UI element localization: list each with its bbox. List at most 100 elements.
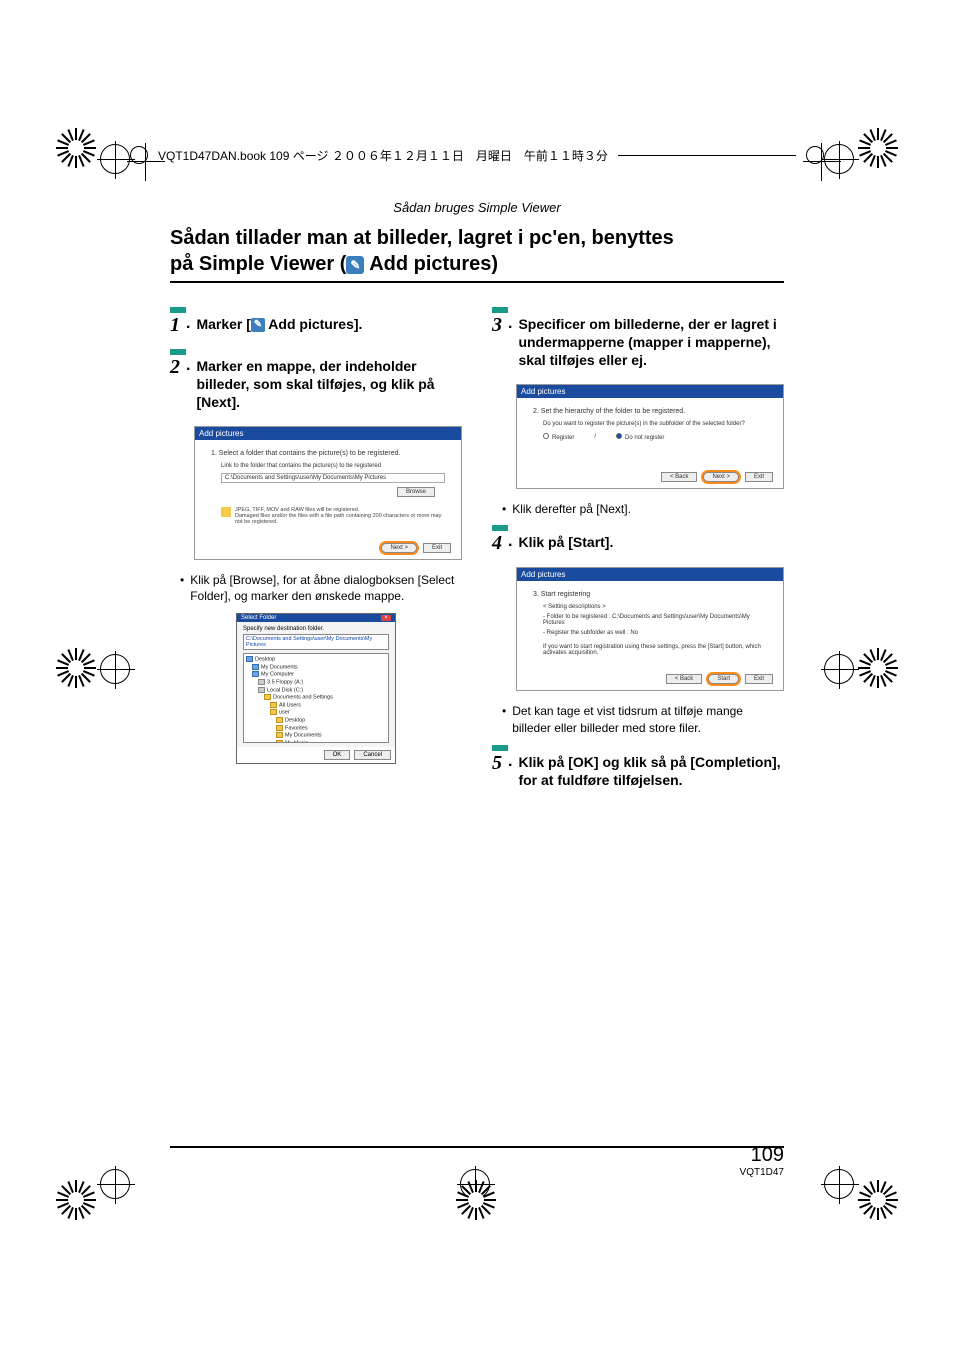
exit-button[interactable]: Exit bbox=[423, 543, 451, 553]
bullet-dot: • bbox=[180, 572, 184, 606]
title-line2-pre: på Simple Viewer ( bbox=[170, 253, 346, 275]
dialog-question: Do you want to register the picture(s) i… bbox=[543, 421, 767, 427]
back-button[interactable]: < Back bbox=[666, 674, 703, 684]
bullet-text: Klik på [Browse], for at åbne dialogboks… bbox=[190, 572, 462, 606]
step-marker bbox=[492, 745, 508, 751]
bullet-dot: • bbox=[502, 501, 506, 518]
step-dot: . bbox=[508, 533, 512, 551]
bullet-text: Klik derefter på [Next]. bbox=[512, 501, 631, 518]
exit-button[interactable]: Exit bbox=[745, 674, 773, 684]
crosshair-mark bbox=[824, 1169, 854, 1204]
warning-text: JPEG, TIFF, MOV and RAW files will be re… bbox=[235, 507, 445, 525]
step-dot: . bbox=[186, 315, 190, 333]
dialog-sub: < Setting descriptions > bbox=[543, 604, 767, 610]
add-pictures-icon: ✎ bbox=[346, 256, 364, 274]
step-1: 1. Marker [✎ Add pictures]. bbox=[170, 307, 462, 335]
content-area: Sådan bruges Simple Viewer Sådan tillade… bbox=[170, 200, 784, 1178]
title-line2-post: Add pictures) bbox=[364, 253, 498, 275]
screenshot-add-pictures-2: Add pictures 2. Set the hierarchy of the… bbox=[516, 384, 784, 489]
header-mark-icon bbox=[806, 146, 824, 164]
setting-line: - Register the subfolder as well : No bbox=[543, 630, 767, 636]
page: VQT1D47DAN.book 109 ページ ２００６年１２月１１日 月曜日 … bbox=[0, 0, 954, 1348]
right-column: 3. Specificer om billederne, der er lagr… bbox=[492, 307, 784, 803]
dialog-heading: 1. Select a folder that contains the pic… bbox=[211, 450, 445, 457]
exit-button[interactable]: Exit bbox=[745, 472, 773, 482]
title-line1: Sådan tillader man at billeder, lagret i… bbox=[170, 227, 674, 249]
warning-icon bbox=[221, 507, 231, 517]
page-number-block: 109 VQT1D47 bbox=[740, 1144, 784, 1178]
ok-button[interactable]: OK bbox=[324, 750, 351, 760]
dialog-title: Select Folder bbox=[241, 615, 276, 621]
step-dot: . bbox=[186, 357, 190, 375]
add-pictures-icon: ✎ bbox=[251, 318, 265, 332]
bullet-browse: • Klik på [Browse], for at åbne dialogbo… bbox=[180, 572, 462, 606]
bullet-next: • Klik derefter på [Next]. bbox=[502, 501, 784, 518]
section-title: Sådan bruges Simple Viewer bbox=[170, 200, 784, 215]
header-mark-icon bbox=[130, 146, 148, 164]
page-title: Sådan tillader man at billeder, lagret i… bbox=[170, 225, 784, 277]
step-3: 3. Specificer om billederne, der er lagr… bbox=[492, 307, 784, 370]
page-header: VQT1D47DAN.book 109 ページ ２００６年１２月１１日 月曜日 … bbox=[130, 146, 824, 164]
header-rule bbox=[618, 155, 796, 156]
dialog-titlebar: Add pictures bbox=[195, 427, 461, 440]
folder-tree[interactable]: DesktopMy DocumentsMy Computer3.5 Floppy… bbox=[243, 653, 389, 743]
folder-path-input[interactable]: C:\Documents and Settings\user\My Docume… bbox=[221, 473, 445, 483]
setting-line: If you want to start registration using … bbox=[543, 644, 767, 656]
step1-pre: Marker [ bbox=[196, 316, 250, 332]
folder-path-input[interactable]: C:\Documents and Settings\user\My Docume… bbox=[243, 634, 389, 650]
step-text: Specificer om billederne, der er lagret … bbox=[518, 315, 784, 370]
dialog-heading: 2. Set the hierarchy of the folder to be… bbox=[533, 408, 767, 415]
dialog-heading: 3. Start registering bbox=[533, 591, 767, 598]
crosshair-mark bbox=[100, 654, 130, 689]
browse-button[interactable]: Browse bbox=[397, 487, 435, 497]
step-number: 5 bbox=[492, 753, 502, 773]
next-button[interactable]: Next > bbox=[381, 543, 417, 553]
step-5: 5. Klik på [OK] og klik så på [Completio… bbox=[492, 745, 784, 789]
bullet-text: Det kan tage et vist tidsrum at tilføje … bbox=[512, 703, 784, 737]
two-column-layout: 1. Marker [✎ Add pictures]. 2. Marker en… bbox=[170, 307, 784, 803]
next-button[interactable]: Next > bbox=[703, 472, 739, 482]
step1-post: Add pictures]. bbox=[265, 316, 363, 332]
dialog-subtext: Link to the folder that contains the pic… bbox=[221, 463, 445, 469]
register-mark bbox=[56, 648, 96, 688]
register-mark bbox=[56, 128, 96, 168]
screenshot-select-folder: Select Folder × Specify new destination … bbox=[236, 613, 396, 764]
step-marker bbox=[492, 307, 508, 313]
dialog-titlebar: Add pictures bbox=[517, 568, 783, 581]
radio-separator: / bbox=[594, 434, 596, 440]
bullet-time: • Det kan tage et vist tidsrum at tilføj… bbox=[502, 703, 784, 737]
step-number: 3 bbox=[492, 315, 502, 335]
cancel-button[interactable]: Cancel bbox=[354, 750, 391, 760]
step-text: Marker en mappe, der indeholder billeder… bbox=[196, 357, 462, 412]
screenshot-add-pictures-1: Add pictures 1. Select a folder that con… bbox=[194, 426, 462, 560]
dialog-label: Specify new destination folder. bbox=[243, 626, 389, 632]
title-rule bbox=[170, 281, 784, 283]
radio-do-not-register[interactable]: Do not register bbox=[616, 433, 664, 441]
step-dot: . bbox=[508, 753, 512, 771]
register-mark bbox=[56, 1180, 96, 1220]
crosshair-mark bbox=[100, 144, 130, 179]
register-mark bbox=[858, 648, 898, 688]
step-text: Klik på [Start]. bbox=[518, 533, 784, 551]
step-marker bbox=[170, 307, 186, 313]
back-button[interactable]: < Back bbox=[661, 472, 698, 482]
step-marker bbox=[492, 525, 508, 531]
footer-rule bbox=[170, 1146, 784, 1148]
setting-line: - Folder to be registered : C:\Documents… bbox=[543, 614, 767, 626]
step-number: 2 bbox=[170, 357, 180, 377]
step-text: Marker [✎ Add pictures]. bbox=[196, 315, 462, 333]
close-icon[interactable]: × bbox=[381, 615, 391, 621]
step-4: 4. Klik på [Start]. bbox=[492, 525, 784, 553]
step-dot: . bbox=[508, 315, 512, 333]
page-number: 109 bbox=[740, 1144, 784, 1167]
screenshot-add-pictures-3: Add pictures 3. Start registering < Sett… bbox=[516, 567, 784, 691]
crosshair-mark bbox=[824, 654, 854, 689]
crosshair-mark bbox=[100, 1169, 130, 1204]
bullet-dot: • bbox=[502, 703, 506, 737]
radio-register[interactable]: Register bbox=[543, 433, 574, 441]
step-text: Klik på [OK] og klik så på [Completion],… bbox=[518, 753, 784, 789]
start-button[interactable]: Start bbox=[708, 674, 739, 684]
step-number: 1 bbox=[170, 315, 180, 335]
step-number: 4 bbox=[492, 533, 502, 553]
left-column: 1. Marker [✎ Add pictures]. 2. Marker en… bbox=[170, 307, 462, 803]
